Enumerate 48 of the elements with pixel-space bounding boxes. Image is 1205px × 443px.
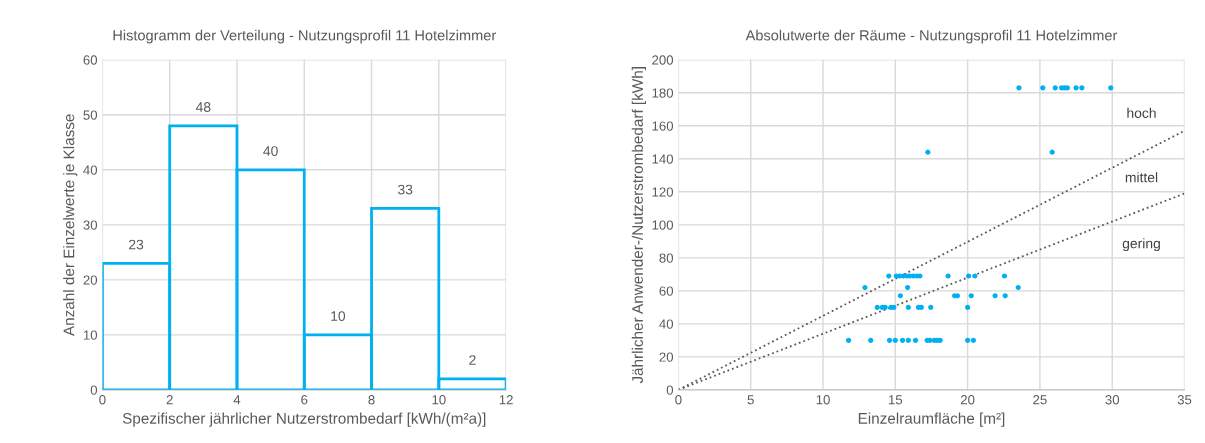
- x-tick-label: 10: [432, 395, 446, 405]
- y-tick-label: 60: [659, 286, 674, 296]
- x-tick-label: 5: [747, 395, 754, 405]
- x-tick-label: 15: [888, 395, 903, 405]
- chart-title: Histogramm der Verteilung - Nutzungsprofil 11 Hotelzimmer: [113, 29, 496, 44]
- y-tick-label: 60: [83, 55, 98, 65]
- annotation: hoch: [1127, 107, 1156, 118]
- y-tick-label: 160: [652, 121, 674, 131]
- x-tick-label: 4: [233, 395, 241, 405]
- data-label: 10: [331, 311, 346, 321]
- chart-title: Absolutwerte der Räume - Nutzungsprofil 11 Hotelzimmer: [745, 29, 1118, 44]
- y-tick-label: 100: [652, 220, 674, 230]
- x-tick-label: 35: [1177, 395, 1192, 405]
- y-tick-label: 140: [652, 154, 674, 164]
- y-tick-label: 40: [83, 165, 98, 175]
- data-label: 2: [469, 355, 476, 365]
- y-tick-label: 20: [83, 275, 98, 285]
- x-axis-title: Einzelraumfläche [m²]: [858, 412, 1005, 427]
- y-tick-label: 200: [652, 55, 674, 65]
- y-tick-label: 80: [659, 253, 674, 263]
- x-tick-label: 0: [99, 395, 106, 405]
- annotation: mittel: [1125, 172, 1158, 183]
- y-tick-label: 120: [652, 187, 674, 197]
- y-tick-label: 30: [83, 220, 98, 230]
- y-axis-title: Anzahl der Einzelwerte je Klasse: [63, 114, 78, 337]
- x-axis-title: Spezifischer jährlicher Nutzerstrombedarf [kWh/(m²a)]: [122, 412, 486, 427]
- x-tick-label: 8: [368, 395, 375, 405]
- x-tick-label: 2: [166, 395, 173, 405]
- y-tick-label: 40: [659, 319, 674, 329]
- annotation: gering: [1122, 238, 1160, 252]
- x-tick-label: 20: [960, 395, 975, 405]
- x-tick-label: 6: [301, 395, 308, 405]
- y-tick-label: 50: [83, 110, 98, 120]
- y-tick-label: 0: [90, 385, 98, 395]
- y-tick-label: 0: [666, 385, 674, 395]
- y-tick-label: 20: [659, 352, 674, 362]
- x-tick-label: 10: [816, 395, 830, 405]
- data-label: 23: [129, 239, 144, 250]
- y-tick-label: 180: [652, 88, 674, 98]
- y-axis-title: Jährlicher Anwender-/Nutzerstrombedarf [kWh]: [631, 67, 646, 384]
- x-tick-label: 0: [675, 395, 682, 405]
- data-label: 33: [397, 184, 413, 195]
- data-label: 48: [195, 102, 211, 112]
- data-label: 40: [263, 146, 278, 156]
- x-tick-label: 25: [1033, 395, 1047, 405]
- x-tick-label: 30: [1105, 395, 1120, 405]
- x-tick-label: 12: [499, 395, 513, 405]
- y-tick-label: 10: [83, 330, 98, 340]
